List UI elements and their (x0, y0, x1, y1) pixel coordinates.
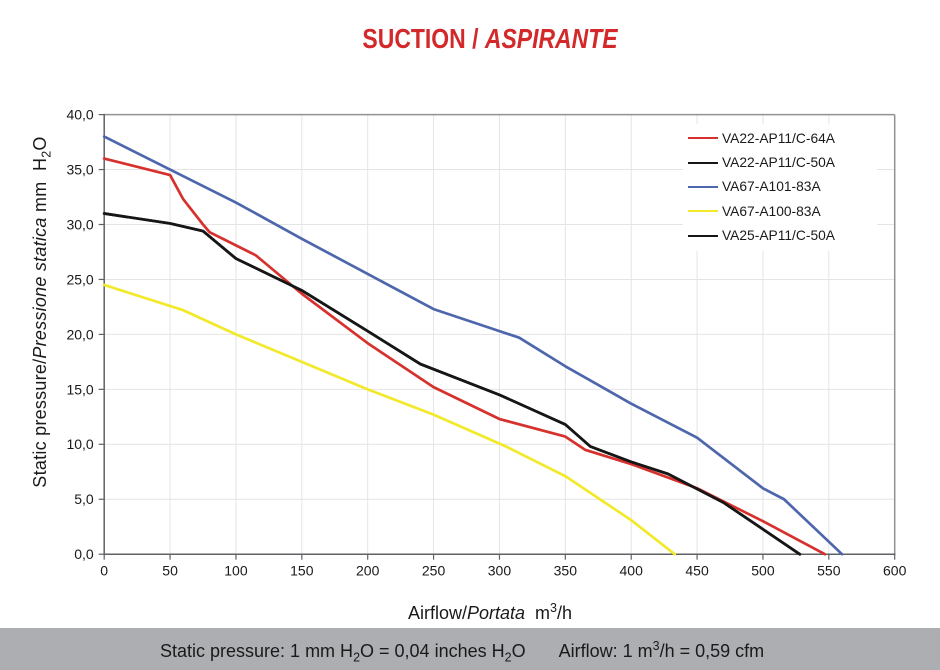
y-tick-label-25,0: 25,0 (66, 271, 93, 287)
footer-conversion-airflow: Airflow: 1 m3/h = 0,59 cfm (559, 639, 765, 662)
footer-bar: Static pressure: 1 mm H2O = 0,04 inches … (0, 628, 940, 670)
y-axis-title: Static pressure/Pressione statica mm H2O (29, 102, 54, 522)
y-axis-title-unit: mm H2O (30, 135, 54, 217)
chart-title-italic: ASPIRANTE (484, 22, 618, 54)
y-tick-label-40,0: 40,0 (66, 107, 93, 123)
footer-conversion-pressure: Static pressure: 1 mm H2O = 0,04 inches … (160, 641, 526, 665)
legend-label: VA67-A101-83A (722, 179, 821, 195)
y-axis-title-italic: Pressione statica (30, 216, 50, 359)
legend-label: VA22-AP11/C-50A (722, 155, 835, 171)
x-tick-label-250: 250 (422, 563, 446, 579)
legend-item-VA67-A101-83A: VA67-A101-83A (683, 175, 877, 199)
y-tick-label-15,0: 15,0 (66, 381, 93, 397)
legend-swatch-VA67-A100-83A (688, 210, 718, 213)
footer-airflow-text: Airflow: 1 m (558, 640, 653, 661)
x-axis-unit-superscript: 3 (550, 601, 557, 615)
legend-swatch-VA22-AP11/C-50A (688, 161, 718, 164)
y-tick-label-5,0: 5,0 (74, 491, 94, 507)
x-axis-title: Airflow/Portata m3/h (0, 597, 940, 624)
x-axis-title-unit: m3/h (525, 601, 573, 623)
x-tick-label-550: 550 (817, 563, 841, 579)
x-tick-label-200: 200 (356, 563, 380, 579)
y-tick-label-20,0: 20,0 (66, 326, 93, 342)
footer-airflow-text-end: /h = 0,59 cfm (659, 640, 765, 661)
y-tick-label-30,0: 30,0 (66, 216, 93, 232)
series-line-VA25-AP11/C-50A (102, 212, 802, 556)
legend-item-VA67-A100-83A: VA67-A100-83A (683, 199, 877, 223)
chart-title: SUCTION / ASPIRANTE (88, 19, 892, 59)
legend-swatch-VA25-AP11/C-50A (688, 234, 718, 237)
y-tick-label-35,0: 35,0 (66, 161, 93, 177)
footer-pressure-text-mid: O = 0,04 inches H (360, 640, 505, 661)
y-axis-unit-subscript: 2 (39, 150, 54, 158)
chart-plot-area: 0 50 100 150 200 250 300 350 400 450 500 550 600 0,0 5… (66, 107, 907, 579)
y-tick-label-10,0: 10,0 (66, 436, 93, 452)
legend-label: VA22-AP11/C-64A (722, 130, 835, 146)
legend-swatch-VA22-AP11/C-64A (688, 137, 718, 140)
y-axis-unit-text: mm H (30, 157, 50, 217)
footer-airflow-superscript: 3 (652, 638, 660, 653)
x-tick-label-400: 400 (620, 563, 644, 579)
footer-pressure-text: Static pressure: 1 mm H (160, 640, 354, 661)
series-line-VA67-A101-83A (102, 135, 844, 556)
legend-item-VA22-AP11/C-64A: VA22-AP11/C-64A (683, 126, 877, 150)
x-tick-label-0: 0 (100, 563, 108, 579)
footer-text: Static pressure: 1 mm H2O = 0,04 inches … (160, 639, 764, 665)
series-line-VA22-AP11/C-64A (102, 157, 827, 556)
chart-title-regular: SUCTION / (362, 22, 485, 54)
x-tick-label-500: 500 (751, 563, 775, 579)
x-axis-unit-text: m (525, 603, 551, 623)
series-line-VA22-AP11/C-50A (102, 212, 802, 556)
y-axis-title-regular: Static pressure/ (30, 358, 50, 488)
legend-item-VA22-AP11/C-50A: VA22-AP11/C-50A (683, 150, 877, 174)
footer-pressure-subscript: 2 (353, 650, 361, 665)
x-axis-title-italic: Portata (467, 603, 526, 623)
legend-item-VA25-AP11/C-50A: VA25-AP11/C-50A (683, 224, 877, 248)
series-line-VA67-A100-83A (102, 283, 677, 556)
legend-swatch-VA67-A101-83A (688, 185, 718, 188)
footer-pressure-subscript-2: 2 (504, 650, 512, 665)
x-tick-label-450: 450 (685, 563, 709, 579)
x-tick-label-50: 50 (162, 563, 178, 579)
x-tick-label-150: 150 (290, 563, 314, 579)
x-tick-label-300: 300 (488, 563, 512, 579)
x-tick-label-600: 600 (883, 563, 907, 579)
legend-label: VA25-AP11/C-50A (722, 228, 835, 244)
y-axis-unit-text-end: O (30, 135, 50, 151)
x-tick-label-100: 100 (224, 563, 248, 579)
y-tick-label-0,0: 0,0 (74, 546, 94, 562)
footer-pressure-text-end: O (511, 640, 526, 661)
legend-label: VA67-A100-83A (722, 203, 821, 219)
chart-legend: VA22-AP11/C-64A VA22-AP11/C-50A VA67-A101-… (683, 124, 877, 251)
x-tick-label-350: 350 (554, 563, 578, 579)
x-axis-title-regular: Airflow/ (407, 603, 467, 623)
x-axis-unit-text-end: /h (557, 603, 573, 623)
